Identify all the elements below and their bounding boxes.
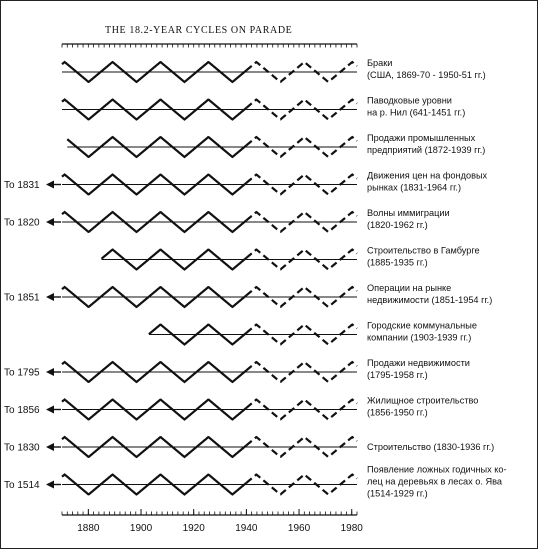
series-to-label: To 1851 bbox=[4, 293, 40, 304]
x-tick-label-1960: 1960 bbox=[288, 523, 311, 534]
series-cycle-projection bbox=[245, 248, 358, 271]
series-cycle-solid bbox=[61, 360, 248, 384]
series-cycle-projection bbox=[245, 98, 358, 121]
series-cycle-projection bbox=[245, 210, 358, 233]
series-cycle-projection bbox=[245, 360, 358, 383]
series-cycle-solid bbox=[61, 398, 248, 421]
series-cycle-solid bbox=[61, 173, 248, 196]
series-label-line: Браки bbox=[367, 58, 392, 68]
series-row: To 1851 Операции на рынке недвижимости (18… bbox=[4, 283, 492, 309]
series-label-line: Появление ложных годичных ко- bbox=[367, 465, 507, 475]
series-to-arrow-head bbox=[46, 218, 54, 226]
series-label-line: (1820-1962 гг.) bbox=[367, 220, 428, 230]
series-to-label: To 1856 bbox=[4, 405, 40, 416]
series-cycle-solid bbox=[61, 98, 248, 121]
series-row: To 1830 Строительство (1830-1936 гг.) bbox=[4, 435, 494, 459]
series-label-line: рынках (1831-1964 гг.) bbox=[367, 183, 461, 193]
series-row: Продажи промышленных предприятий (1872-19… bbox=[66, 133, 485, 159]
series-cycle-solid bbox=[100, 248, 248, 271]
series-row: To 1514 Появление ложных годичных ко-лец … bbox=[4, 465, 507, 499]
series-to-label: To 1820 bbox=[4, 218, 40, 229]
series-cycle-solid bbox=[148, 323, 248, 346]
series-label-line: Продажи недвижимости bbox=[367, 358, 470, 368]
series-row: To 1831 Движения цен на фондовых рынках (1… bbox=[4, 171, 488, 196]
series-label-line: (1795-1958 гг.) bbox=[367, 370, 428, 380]
series-to-label: To 1830 bbox=[4, 443, 40, 454]
chart-title: THE 18.2-YEAR CYCLES ON PARADE bbox=[105, 25, 292, 36]
series-label-line: Продажи промышленных bbox=[367, 133, 476, 143]
series-cycle-projection bbox=[245, 473, 358, 496]
x-tick-label-1940: 1940 bbox=[235, 523, 258, 534]
series-to-label: To 1514 bbox=[4, 480, 40, 491]
series-label-line: Жилищное строительство bbox=[367, 396, 478, 406]
series-to-arrow-head bbox=[46, 405, 54, 414]
series-cycle-solid bbox=[61, 60, 248, 84]
series-cycle-solid bbox=[61, 210, 248, 234]
series-label-line: Паводковые уровни bbox=[367, 96, 452, 106]
series-row: To 1856 Жилищное строительство (1856-1950 … bbox=[4, 396, 478, 421]
series-cycle-projection bbox=[245, 435, 358, 458]
x-tick-label-1900: 1900 bbox=[130, 523, 153, 534]
x-tick-label-1980: 1980 bbox=[341, 523, 364, 534]
series-label-line: Волны иммиграции bbox=[367, 208, 450, 218]
series-row: To 1820 Волны иммиграции (1820-1962 гг.) bbox=[4, 208, 450, 234]
series-cycle-projection bbox=[245, 135, 358, 158]
series-cycle-solid bbox=[66, 135, 248, 159]
series-cycle-projection bbox=[245, 60, 358, 83]
series-cycle-solid bbox=[61, 435, 248, 459]
series-cycle-projection bbox=[245, 173, 358, 196]
series-cycle-projection bbox=[245, 398, 358, 421]
series-row: Браки (США, 1869-70 - 1950-51 гг.) bbox=[61, 58, 486, 84]
series-to-label: To 1795 bbox=[4, 368, 40, 379]
series-label-line: предприятий (1872-1939 гг.) bbox=[367, 145, 485, 155]
series-label-line: (1514-1929 гг.) bbox=[367, 489, 428, 499]
series-label-line: Строительство (1830-1936 гг.) bbox=[367, 442, 494, 452]
series-label-line: на р. Нил (641-1451 гг.) bbox=[367, 108, 465, 118]
series-row: Строительство в Гамбурге (1885-1935 гг.) bbox=[100, 246, 480, 271]
top-axis bbox=[61, 43, 358, 48]
series-row: To 1795 Продажи недвижимости (1795-1958 гг… bbox=[4, 358, 470, 384]
series-cycle-projection bbox=[245, 285, 358, 308]
series-to-arrow-head bbox=[46, 443, 54, 451]
series-to-label: To 1831 bbox=[4, 180, 40, 191]
series-cycle-projection bbox=[245, 323, 358, 346]
series-to-arrow-head bbox=[46, 293, 54, 301]
x-tick-label-1920: 1920 bbox=[183, 523, 206, 534]
series-layer: Браки (США, 1869-70 - 1950-51 гг.) Паводко… bbox=[4, 58, 507, 499]
series-label-line: Операции на рынке bbox=[367, 283, 451, 293]
series-label-line: Движения цен на фондовых bbox=[367, 171, 488, 181]
series-row: Городские коммунальные компании (1903-193… bbox=[148, 321, 477, 346]
bottom-axis: 1880 1900 1920 1940 1960 1980 bbox=[61, 509, 364, 534]
series-row: Паводковые уровни на р. Нил (641-1451 гг.… bbox=[61, 96, 465, 121]
series-to-arrow-head bbox=[46, 368, 54, 376]
series-label-line: лец на деревьях в лесах о. Ява bbox=[367, 477, 503, 487]
series-to-arrow-head bbox=[46, 180, 54, 189]
series-label-line: Строительство в Гамбурге bbox=[367, 246, 480, 256]
series-label-line: недвижимости (1851-1954 гг.) bbox=[367, 295, 492, 305]
series-cycle-solid bbox=[61, 285, 248, 309]
series-label-line: компании (1903-1939 гг.) bbox=[367, 333, 471, 343]
x-tick-label-1880: 1880 bbox=[77, 523, 100, 534]
series-label-line: (1856-1950 гг.) bbox=[367, 408, 428, 418]
series-to-arrow-head bbox=[46, 480, 54, 489]
series-label-line: (1885-1935 гг.) bbox=[367, 258, 428, 268]
series-cycle-solid bbox=[61, 473, 248, 496]
series-label-line: (США, 1869-70 - 1950-51 гг.) bbox=[367, 70, 486, 80]
series-label-line: Городские коммунальные bbox=[367, 321, 477, 331]
